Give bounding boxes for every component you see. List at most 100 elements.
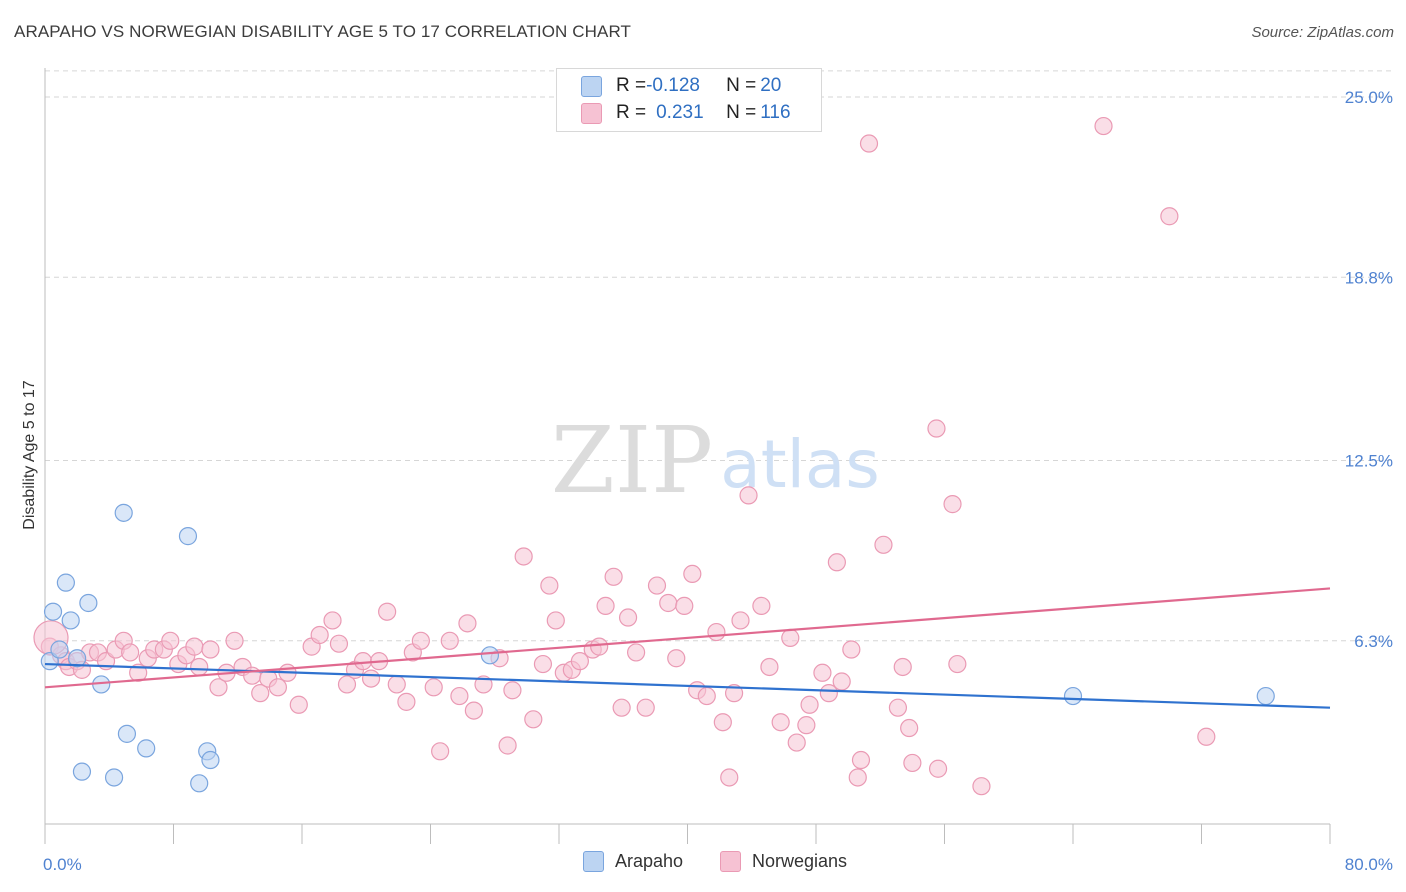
norwegian-point xyxy=(387,675,406,694)
norwegian-point xyxy=(353,652,373,671)
norwegian-point xyxy=(378,602,397,621)
norwegian-point xyxy=(440,631,459,650)
norwegian-point xyxy=(424,678,443,697)
norwegian-point xyxy=(225,631,244,650)
axes xyxy=(44,68,1331,844)
r-label: R = xyxy=(616,75,647,96)
arapaho-point xyxy=(72,762,92,781)
norwegian-point xyxy=(819,684,838,703)
arapaho-point xyxy=(117,724,137,743)
norwegian-point xyxy=(943,495,962,514)
norwegian-point xyxy=(310,625,329,645)
y-tick-label: 18.8% xyxy=(1345,268,1393,287)
norwegian-point xyxy=(337,675,357,694)
norwegian-point xyxy=(842,640,861,659)
arapaho-point xyxy=(104,768,124,787)
arapaho-point xyxy=(43,602,63,621)
n-value: 20 xyxy=(760,75,782,96)
norwegian-point xyxy=(827,553,846,572)
norwegian-point xyxy=(927,419,946,438)
norwegian-point xyxy=(431,742,450,761)
correlation-legend: R = -0.128 N = 20 R = 0.231 N = 116 xyxy=(556,68,822,132)
norwegian-point xyxy=(797,716,816,735)
norwegian-point xyxy=(667,649,686,668)
norwegian-point xyxy=(514,547,533,566)
norwegian-point xyxy=(121,643,140,662)
norwegian-point xyxy=(787,733,806,752)
trendlines xyxy=(44,587,1331,709)
norwegian-point xyxy=(713,713,732,732)
norwegian-point xyxy=(243,666,262,685)
arapaho-point xyxy=(137,739,156,758)
norwegian-point xyxy=(503,681,522,700)
norwegian-point xyxy=(524,710,543,729)
norwegian-point xyxy=(771,713,790,732)
norwegian-point xyxy=(590,637,609,656)
arapaho-point xyxy=(480,646,500,665)
norwegian-point xyxy=(832,672,851,691)
r-label: R = xyxy=(616,102,647,123)
arapaho-point xyxy=(190,774,209,793)
watermark-zip: ZIP xyxy=(551,407,713,514)
x-tick-label: 0.0% xyxy=(43,855,82,874)
norwegian-point xyxy=(450,686,469,706)
norwegians-swatch xyxy=(581,102,602,124)
norwegian-point xyxy=(724,684,744,703)
norwegian-point xyxy=(201,640,220,659)
norwegian-point xyxy=(781,628,800,647)
legend-item-norwegians[interactable]: Norwegians xyxy=(720,851,847,872)
legend-label-arapaho: Arapaho xyxy=(615,851,684,871)
arapaho-swatch xyxy=(581,75,602,97)
norwegian-point xyxy=(190,657,209,677)
norwegian-point xyxy=(268,678,288,697)
norwegian-point xyxy=(659,593,678,613)
norwegian-point xyxy=(209,678,228,697)
norwegian-point xyxy=(1197,727,1216,746)
norwegian-point xyxy=(361,669,381,688)
norwegian-point xyxy=(647,576,667,595)
norwegian-point xyxy=(1160,207,1179,226)
norwegian-point xyxy=(329,634,349,653)
norwegian-point xyxy=(683,564,702,584)
norwegian-point xyxy=(540,576,559,595)
norwegian-point xyxy=(161,631,180,650)
norwegian-point xyxy=(458,614,477,633)
norwegian-point xyxy=(570,652,589,671)
norwegian-point xyxy=(626,643,646,662)
norwegian-point xyxy=(972,777,991,796)
arapaho-swatch xyxy=(583,851,604,872)
arapaho-point xyxy=(50,640,69,659)
arapaho-point xyxy=(114,503,133,522)
norwegian-point xyxy=(739,486,758,505)
norwegian-point xyxy=(129,663,148,682)
norwegian-point xyxy=(323,611,342,630)
norwegian-point xyxy=(636,698,655,717)
watermark: ZIP atlas xyxy=(551,407,880,514)
r-value: 0.231 xyxy=(656,102,704,123)
norwegian-point xyxy=(848,768,867,787)
gridlines xyxy=(45,70,1393,642)
legend-item-arapaho[interactable]: Arapaho xyxy=(583,851,683,872)
norwegian-point xyxy=(948,654,967,674)
norwegian-point xyxy=(185,637,204,656)
norwegians-trendline xyxy=(44,587,1331,689)
chart-title: ARAPAHO VS NORWEGIAN DISABILITY AGE 5 TO… xyxy=(14,22,632,41)
norwegian-point xyxy=(675,596,694,616)
y-tick-label: 12.5% xyxy=(1345,452,1393,471)
series-legend: Arapaho Norwegians xyxy=(0,851,1406,877)
norwegian-point xyxy=(498,736,517,755)
y-tick-label: 25.0% xyxy=(1345,88,1393,107)
norwegian-point xyxy=(596,596,615,616)
legend-label-norwegians: Norwegians xyxy=(752,851,848,871)
norwegian-point xyxy=(813,663,832,682)
x-tick-label: 80.0% xyxy=(1345,855,1393,874)
arapaho-point xyxy=(1063,686,1083,706)
arapaho-point xyxy=(68,649,87,668)
n-value: 116 xyxy=(760,102,791,123)
norwegian-point xyxy=(707,622,726,642)
norwegian-point xyxy=(612,698,631,717)
norwegian-point xyxy=(251,684,270,703)
norwegian-point xyxy=(697,686,716,706)
source-credit: Source: ZipAtlas.com xyxy=(1251,24,1394,41)
